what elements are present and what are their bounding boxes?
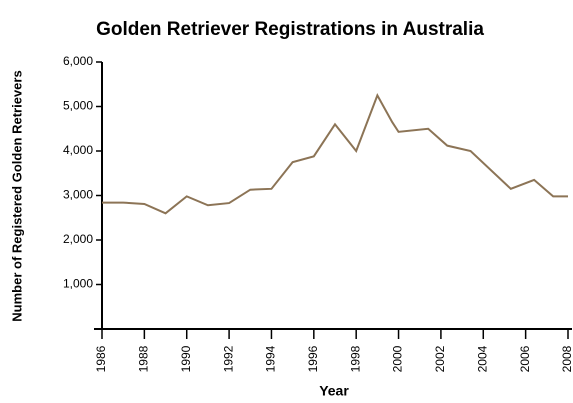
x-tick-label: 2004 [475,345,489,372]
y-tick-label: 2,000 [63,232,93,246]
x-tick-label: 1996 [306,345,320,372]
x-tick-label: 1988 [137,345,151,372]
x-tick-label: 1990 [179,345,193,372]
x-tick-label: 1994 [264,345,278,372]
x-tick-label: 2002 [433,345,447,372]
x-tick-label: 2000 [391,345,405,372]
y-tick-label: 5,000 [63,99,93,113]
y-tick-label: 6,000 [63,54,93,68]
y-tick-label: 3,000 [63,188,93,202]
y-tick-label: 1,000 [63,277,93,291]
x-tick-label: 1992 [221,345,235,372]
x-tick-label: 2008 [560,345,573,372]
x-tick-label: 1998 [348,345,362,372]
x-tick-label: 2006 [518,345,532,372]
x-tick-label: 1986 [94,345,108,372]
data-line [102,93,568,215]
x-axis-label: Year [319,383,349,399]
y-tick-label: 4,000 [63,143,93,157]
chart-title: Golden Retriever Registrations in Austra… [96,19,484,40]
y-axis-label: Number of Registered Golden Retrievers [9,70,24,321]
